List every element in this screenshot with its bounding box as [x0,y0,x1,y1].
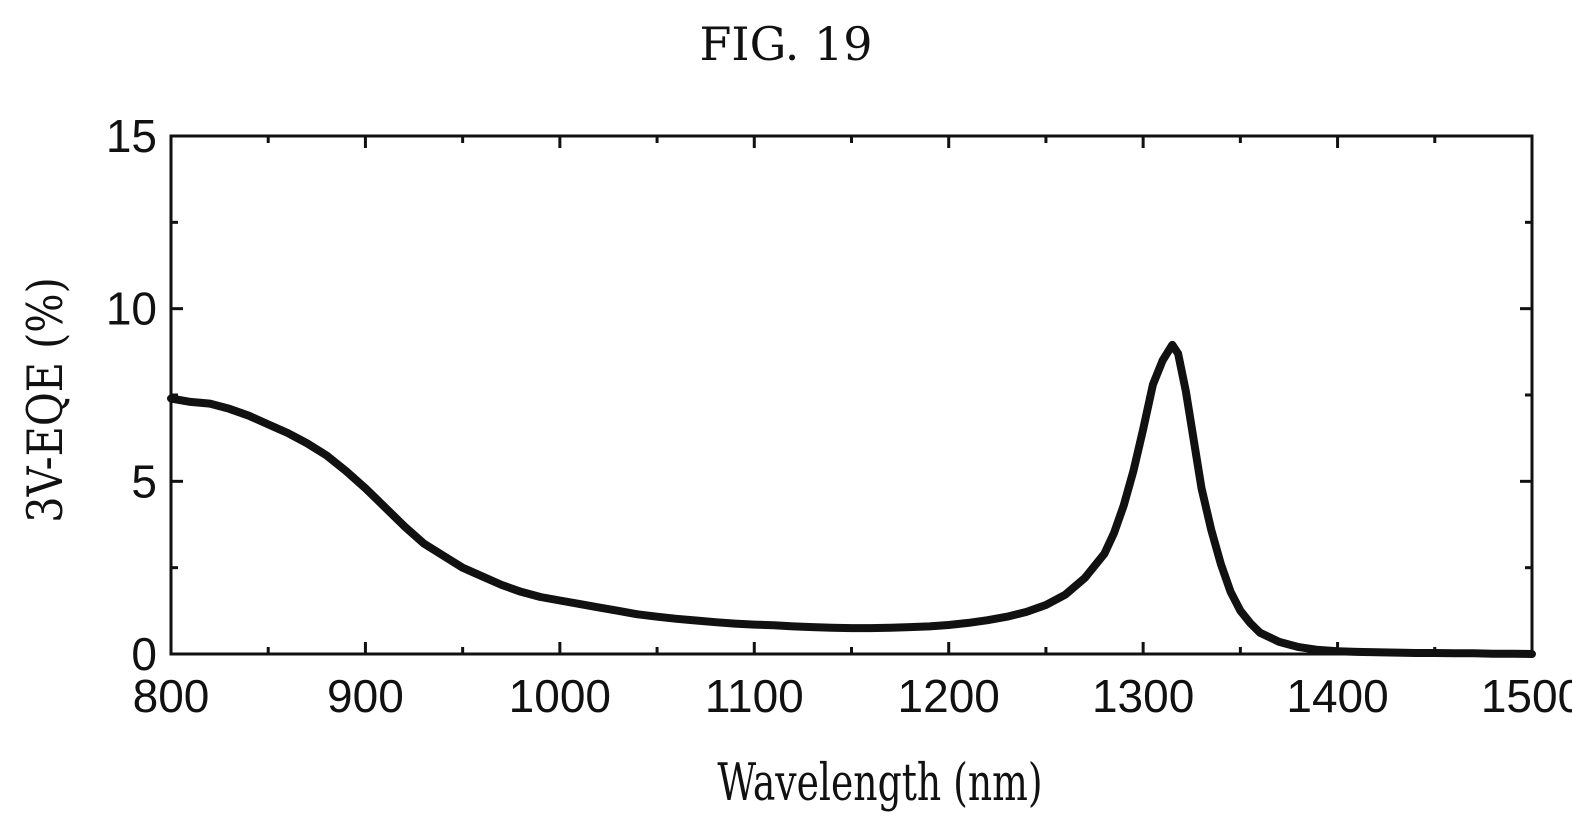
eqe-series-line [167,340,1536,658]
chart-frame [169,134,1534,656]
x-tick-label: 1500 [1481,670,1572,722]
x-tick-label: 1300 [1092,670,1194,722]
y-tick-label: 0 [131,628,157,680]
chart-plot-area: 800 900 1000 1100 1200 1300 1400 1500 0 5 10 15 [106,110,1572,722]
axis-ticks [169,134,1534,656]
y-tick-label: 15 [106,110,157,162]
x-tick-label: 1400 [1286,670,1388,722]
y-tick-label: 10 [106,283,157,335]
y-axis-label: 3V-EQE (%) [17,277,74,523]
x-axis-label: Wavelength (nm) [717,752,1042,812]
x-tick-label: 1200 [898,670,1000,722]
x-tick-label: 800 [133,670,210,722]
x-tick-label: 1000 [509,670,611,722]
y-tick-label: 5 [131,455,157,507]
axis-tick-labels: 800 900 1000 1100 1200 1300 1400 1500 0 5 10 15 [106,110,1572,722]
x-tick-label: 900 [327,670,404,722]
x-tick-label: 1100 [705,670,804,722]
figure-title: FIG. 19 [700,17,873,71]
